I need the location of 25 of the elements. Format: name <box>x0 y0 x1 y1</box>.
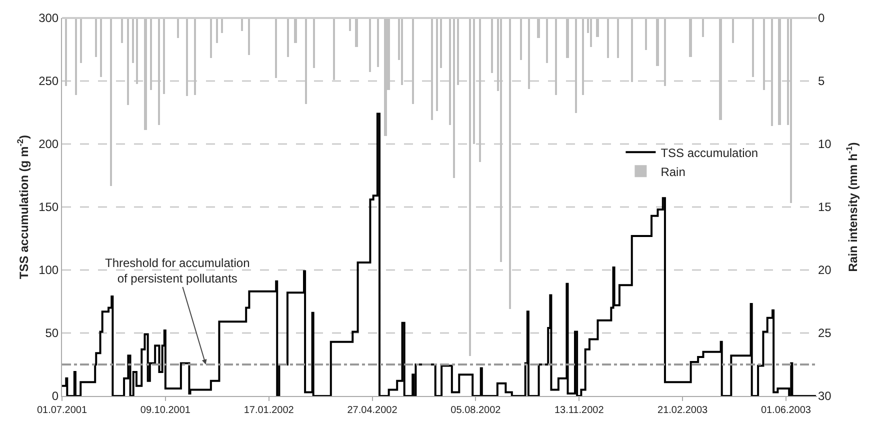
y-tick-label: 100 <box>38 263 59 278</box>
y2-tick-label: 0 <box>818 11 825 26</box>
annotation: Threshold for accumulation of persistent pollutants <box>105 256 250 286</box>
x-tick-label: 01.06.2003 <box>760 405 812 416</box>
x-tick-label: 05.08.2002 <box>450 405 502 416</box>
y-tick-label: 300 <box>38 11 59 26</box>
legend-label: Rain <box>660 164 686 179</box>
x-tick-label: 09.10.2001 <box>140 405 191 416</box>
y2-tick-label: 25 <box>818 326 832 340</box>
y-tick-label: 0 <box>52 389 59 404</box>
legend-label: TSS accumulation <box>660 146 758 160</box>
x-tick-label: 27.04.2002 <box>347 405 398 416</box>
y2-tick-label: 5 <box>818 74 825 88</box>
x-tick-label: 17.01.2002 <box>244 405 294 416</box>
y-tick-label: 200 <box>38 137 59 152</box>
y2-tick-label: 20 <box>818 263 832 278</box>
x-tick-label: 01.07.2001 <box>36 405 88 416</box>
y2-tick-label: 15 <box>818 200 832 214</box>
y-tick-label: 50 <box>45 326 59 340</box>
y2-tick-label: 30 <box>818 389 832 404</box>
x-tick-label: 13.11.2002 <box>554 405 604 416</box>
y-tick-label: 250 <box>38 74 59 88</box>
y-tick-label: 150 <box>38 200 59 214</box>
x-tick-label: 21.02.2003 <box>658 405 708 416</box>
y2-tick-label: 10 <box>818 137 832 152</box>
